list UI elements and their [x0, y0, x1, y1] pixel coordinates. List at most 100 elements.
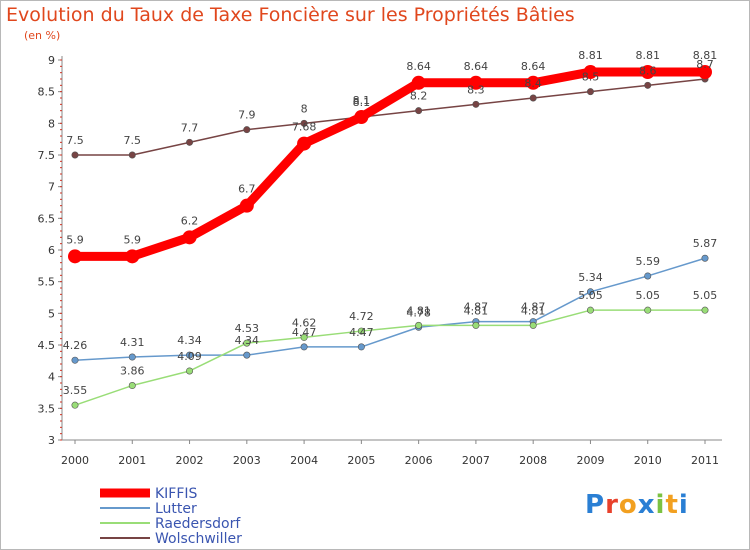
x-tick-label: 2007 [462, 454, 490, 467]
data-point [644, 272, 652, 280]
data-point [472, 321, 480, 329]
data-point [701, 306, 709, 314]
y-tick-label: 8 [48, 117, 55, 130]
legend-label-kiffis: KIFFIS [155, 486, 198, 502]
data-point [71, 356, 79, 364]
data-point [186, 351, 194, 359]
data-point [415, 107, 423, 115]
data-label: 7.9 [238, 109, 256, 122]
data-label: 4.72 [349, 310, 374, 323]
logo-letter: i [678, 490, 689, 520]
data-label: 4.78 [406, 306, 431, 319]
y-tick-label: 7 [48, 181, 55, 194]
data-label: 8.7 [696, 58, 714, 71]
data-point [243, 126, 251, 134]
x-tick-label: 2006 [405, 454, 433, 467]
logo-letter: i [655, 490, 666, 520]
data-point [357, 343, 365, 351]
y-tick-label: 4 [48, 371, 55, 384]
y-tick-label: 5 [48, 307, 55, 320]
data-point [186, 138, 194, 146]
data-label: 7.68 [292, 121, 317, 134]
y-tick-label: 6 [48, 244, 55, 257]
data-point [128, 353, 136, 361]
data-labels: 7.5 7.5 7.7 7.9 8 8.1 8.2 8.3 8.4 8.5 8.6 8.7 4.26 4.… [63, 49, 718, 397]
data-point [243, 339, 251, 347]
data-point [186, 367, 194, 375]
data-label: 7.7 [181, 121, 199, 134]
data-point [300, 119, 308, 127]
data-label: 4.34 [235, 334, 260, 347]
data-label: 4.47 [349, 326, 374, 339]
data-label: 8.6 [639, 64, 657, 77]
data-label: 4.09 [177, 350, 202, 363]
data-point [68, 249, 82, 264]
series-line-lutter [74, 257, 706, 361]
data-point [125, 249, 140, 264]
data-point [300, 343, 308, 351]
data-label: 8.81 [635, 49, 660, 62]
data-label: 4.87 [464, 301, 489, 314]
x-tick-label: 2010 [634, 454, 662, 467]
data-point [243, 351, 251, 359]
data-label: 8.64 [521, 60, 546, 73]
data-label: 4.26 [63, 339, 88, 352]
data-point [182, 230, 197, 245]
data-point [128, 382, 136, 390]
data-label: 5.9 [124, 233, 142, 246]
data-label: 4.47 [292, 326, 317, 339]
data-label: 7.5 [124, 134, 142, 147]
data-label: 8.64 [406, 60, 431, 73]
series-line-kiffis [75, 67, 705, 261]
data-label: 4.81 [406, 304, 431, 317]
y-tick-label: 3.5 [38, 402, 56, 415]
data-label: 8.2 [410, 90, 428, 103]
data-point [640, 65, 655, 80]
x-tick-label: 2011 [691, 454, 719, 467]
data-point [354, 110, 369, 124]
data-point [698, 65, 712, 80]
chart-title: Evolution du Taux de Taxe Foncière sur l… [6, 4, 575, 26]
x-tick-label: 2001 [118, 454, 146, 467]
data-point [415, 321, 423, 329]
data-label: 8.4 [524, 77, 542, 90]
unit-label: (en %) [24, 29, 61, 42]
data-point [239, 198, 254, 213]
legend-label-raedersdorf: Raedersdorf [155, 516, 241, 532]
y-tick-label: 4.5 [38, 339, 56, 352]
data-point [411, 75, 426, 90]
data-label: 5.34 [578, 271, 603, 284]
data-point [71, 401, 79, 409]
data-label: 3.86 [120, 365, 145, 378]
data-point [526, 75, 541, 90]
data-label: 3.55 [63, 384, 88, 397]
data-label: 4.62 [292, 316, 317, 329]
data-label: 4.81 [464, 304, 489, 317]
data-point [529, 321, 537, 329]
series-lines [68, 65, 712, 409]
x-tick-label: 2002 [176, 454, 204, 467]
x-tick-label: 2000 [61, 454, 89, 467]
data-label: 8 [301, 102, 308, 115]
y-tick-label: 7.5 [38, 149, 56, 162]
data-point [586, 88, 594, 96]
y-tick-label: 6.5 [38, 212, 56, 225]
data-label: 5.59 [635, 255, 660, 268]
data-label: 8.81 [578, 49, 603, 62]
logo-letter: r [605, 490, 619, 520]
data-point [583, 65, 598, 80]
data-label: 4.34 [177, 334, 202, 347]
y-tick-label: 5.5 [38, 276, 56, 289]
data-label: 4.31 [120, 336, 145, 349]
data-point [644, 306, 652, 314]
series-line-wolschwiller [75, 78, 706, 156]
logo-letter: o [618, 490, 638, 520]
data-label: 8.64 [464, 60, 489, 73]
series-line-raedersdorf [74, 309, 705, 406]
data-point [297, 136, 312, 151]
data-point [644, 81, 652, 89]
y-tick-label: 3 [48, 434, 55, 447]
x-tick-label: 2009 [576, 454, 604, 467]
data-point [472, 100, 480, 108]
